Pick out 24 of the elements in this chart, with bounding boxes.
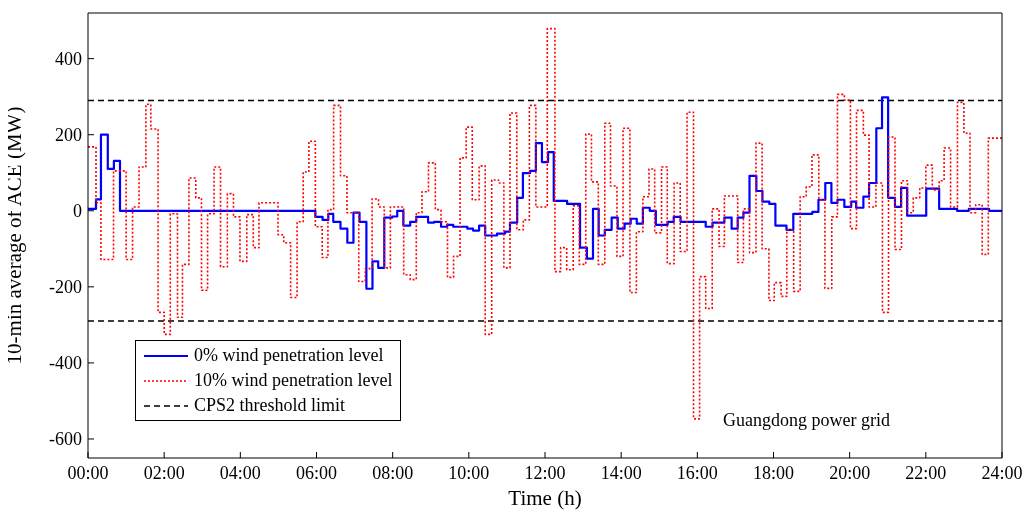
x-tick-label: 10:00 bbox=[448, 462, 490, 483]
x-tick-label: 04:00 bbox=[219, 462, 261, 483]
x-tick-label: 20:00 bbox=[829, 462, 871, 483]
legend-label: 0% wind penetration level bbox=[194, 345, 384, 366]
x-tick-label: 00:00 bbox=[67, 462, 109, 483]
x-tick-label: 12:00 bbox=[524, 462, 566, 483]
x-tick-label: 02:00 bbox=[143, 462, 185, 483]
y-tick-label: 200 bbox=[55, 125, 82, 146]
legend-label: CPS2 threshold limit bbox=[194, 395, 346, 416]
x-tick-label: 16:00 bbox=[676, 462, 718, 483]
legend-label: 10% wind penetration level bbox=[194, 370, 393, 391]
x-tick-label: 08:00 bbox=[372, 462, 414, 483]
x-tick-label: 22:00 bbox=[905, 462, 947, 483]
y-tick-label: 0 bbox=[73, 201, 82, 222]
y-tick-label: -200 bbox=[49, 277, 82, 298]
y-tick-label: 400 bbox=[55, 49, 82, 70]
x-tick-label: 18:00 bbox=[752, 462, 795, 483]
x-tick-label: 06:00 bbox=[295, 462, 338, 483]
y-tick-label: -600 bbox=[49, 429, 82, 450]
x-tick-label: 14:00 bbox=[600, 462, 642, 483]
y-tick-label: -400 bbox=[49, 353, 82, 374]
x-tick-label: 24:00 bbox=[981, 462, 1023, 483]
annotation: Guangdong power grid bbox=[723, 410, 890, 431]
x-axis-title: Time (h) bbox=[508, 485, 582, 510]
